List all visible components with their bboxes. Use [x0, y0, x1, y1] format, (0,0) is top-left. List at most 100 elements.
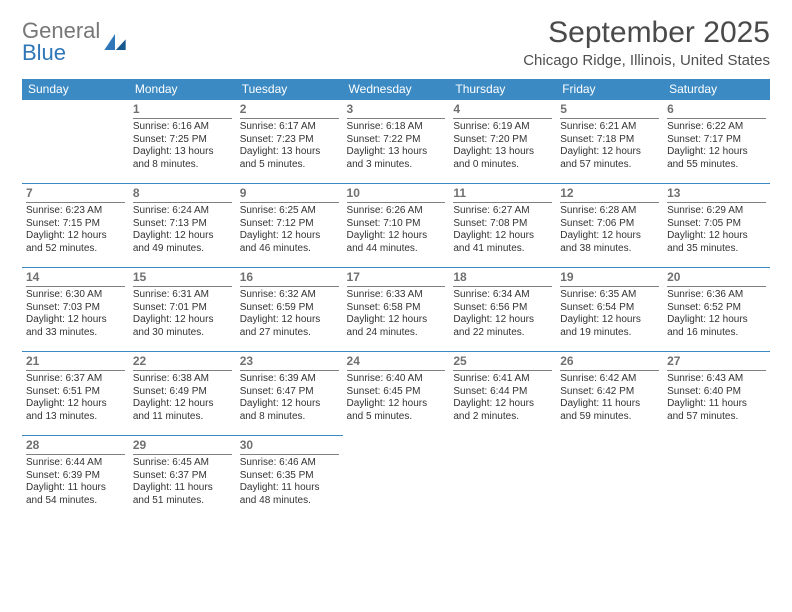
calendar-day-cell: 17 Sunrise: 6:33 AMSunset: 6:58 PMDayligh…: [343, 268, 450, 352]
day-details: Sunrise: 6:27 AMSunset: 7:08 PMDaylight:…: [453, 205, 552, 255]
day-header: Wednesday: [343, 79, 450, 100]
calendar-day-cell: 19 Sunrise: 6:35 AMSunset: 6:54 PMDayligh…: [556, 268, 663, 352]
calendar-week-row: 7 Sunrise: 6:23 AMSunset: 7:15 PMDaylight…: [22, 184, 770, 268]
calendar-week-row: 14Sunrise: 6:30 AMSunset: 7:03 PMDayligh…: [22, 268, 770, 352]
calendar-day-cell: 28Sunrise: 6:44 AMSunset: 6:39 PMDayligh…: [22, 436, 129, 520]
day-details: Sunrise: 6:42 AMSunset: 6:42 PMDaylight:…: [560, 373, 659, 423]
day-number: 5: [560, 102, 659, 119]
calendar-day-cell: 12 Sunrise: 6:28 AMSunset: 7:06 PMDayligh…: [556, 184, 663, 268]
day-number: 14: [26, 270, 125, 287]
day-details: Sunrise: 6:43 AMSunset: 6:40 PMDaylight:…: [667, 373, 766, 423]
day-details: Sunrise: 6:29 AMSunset: 7:05 PMDaylight:…: [667, 205, 766, 255]
day-details: Sunrise: 6:41 AMSunset: 6:44 PMDaylight:…: [453, 373, 552, 423]
day-details: Sunrise: 6:21 AMSunset: 7:18 PMDaylight:…: [560, 121, 659, 171]
day-number: 7: [26, 186, 125, 203]
day-number: 17: [347, 270, 446, 287]
day-number: 22: [133, 354, 232, 371]
calendar-day-cell: 6 Sunrise: 6:22 AMSunset: 7:17 PMDaylight…: [663, 100, 770, 184]
day-number: 12: [560, 186, 659, 203]
day-number: 25: [453, 354, 552, 371]
calendar-day-cell: 4 Sunrise: 6:19 AMSunset: 7:20 PMDaylight…: [449, 100, 556, 184]
calendar-day-cell: 27 Sunrise: 6:43 AMSunset: 6:40 PMDayligh…: [663, 352, 770, 436]
calendar-day-cell: 23 Sunrise: 6:39 AMSunset: 6:47 PMDayligh…: [236, 352, 343, 436]
day-details: Sunrise: 6:37 AMSunset: 6:51 PMDaylight:…: [26, 373, 125, 423]
day-details: Sunrise: 6:17 AMSunset: 7:23 PMDaylight:…: [240, 121, 339, 171]
day-number: 19: [560, 270, 659, 287]
day-details: Sunrise: 6:33 AMSunset: 6:58 PMDaylight:…: [347, 289, 446, 339]
day-number: 4: [453, 102, 552, 119]
day-header: Saturday: [663, 79, 770, 100]
day-details: Sunrise: 6:28 AMSunset: 7:06 PMDaylight:…: [560, 205, 659, 255]
day-details: Sunrise: 6:35 AMSunset: 6:54 PMDaylight:…: [560, 289, 659, 339]
day-number: 24: [347, 354, 446, 371]
day-details: Sunrise: 6:40 AMSunset: 6:45 PMDaylight:…: [347, 373, 446, 423]
day-header: Thursday: [449, 79, 556, 100]
calendar-day-cell: [449, 436, 556, 520]
brand-word2: Blue: [22, 40, 66, 65]
day-number: 11: [453, 186, 552, 203]
calendar-day-cell: 18 Sunrise: 6:34 AMSunset: 6:56 PMDayligh…: [449, 268, 556, 352]
day-header: Friday: [556, 79, 663, 100]
day-details: Sunrise: 6:45 AMSunset: 6:37 PMDaylight:…: [133, 457, 232, 507]
calendar-day-cell: 15 Sunrise: 6:31 AMSunset: 7:01 PMDayligh…: [129, 268, 236, 352]
brand-text: General Blue: [22, 20, 100, 64]
day-details: Sunrise: 6:19 AMSunset: 7:20 PMDaylight:…: [453, 121, 552, 171]
day-header: Sunday: [22, 79, 129, 100]
header: General Blue September 2025 Chicago Ridg…: [22, 16, 770, 69]
calendar-day-cell: 22 Sunrise: 6:38 AMSunset: 6:49 PMDayligh…: [129, 352, 236, 436]
day-number: 26: [560, 354, 659, 371]
day-details: Sunrise: 6:18 AMSunset: 7:22 PMDaylight:…: [347, 121, 446, 171]
calendar-week-row: 28Sunrise: 6:44 AMSunset: 6:39 PMDayligh…: [22, 436, 770, 520]
calendar-day-cell: 7 Sunrise: 6:23 AMSunset: 7:15 PMDaylight…: [22, 184, 129, 268]
day-number: 27: [667, 354, 766, 371]
calendar-day-cell: [556, 436, 663, 520]
day-details: Sunrise: 6:34 AMSunset: 6:56 PMDaylight:…: [453, 289, 552, 339]
day-details: Sunrise: 6:16 AMSunset: 7:25 PMDaylight:…: [133, 121, 232, 171]
day-details: Sunrise: 6:31 AMSunset: 7:01 PMDaylight:…: [133, 289, 232, 339]
day-number: 15: [133, 270, 232, 287]
day-details: Sunrise: 6:32 AMSunset: 6:59 PMDaylight:…: [240, 289, 339, 339]
day-details: Sunrise: 6:38 AMSunset: 6:49 PMDaylight:…: [133, 373, 232, 423]
calendar-day-cell: 14Sunrise: 6:30 AMSunset: 7:03 PMDayligh…: [22, 268, 129, 352]
calendar-day-cell: 5 Sunrise: 6:21 AMSunset: 7:18 PMDaylight…: [556, 100, 663, 184]
day-details: Sunrise: 6:24 AMSunset: 7:13 PMDaylight:…: [133, 205, 232, 255]
day-header-row: Sunday Monday Tuesday Wednesday Thursday…: [22, 79, 770, 100]
calendar-day-cell: 24 Sunrise: 6:40 AMSunset: 6:45 PMDayligh…: [343, 352, 450, 436]
day-number: 21: [26, 354, 125, 371]
calendar-day-cell: [663, 436, 770, 520]
day-details: Sunrise: 6:25 AMSunset: 7:12 PMDaylight:…: [240, 205, 339, 255]
calendar-day-cell: 9Sunrise: 6:25 AMSunset: 7:12 PMDaylight…: [236, 184, 343, 268]
day-number: 6: [667, 102, 766, 119]
calendar-day-cell: [343, 436, 450, 520]
calendar-week-row: 21 Sunrise: 6:37 AMSunset: 6:51 PMDayligh…: [22, 352, 770, 436]
calendar-day-cell: [22, 100, 129, 184]
day-details: Sunrise: 6:46 AMSunset: 6:35 PMDaylight:…: [240, 457, 339, 507]
location: Chicago Ridge, Illinois, United States: [523, 52, 770, 69]
calendar-day-cell: 2 Sunrise: 6:17 AMSunset: 7:23 PMDaylight…: [236, 100, 343, 184]
brand-logo: General Blue: [22, 20, 126, 64]
day-header: Monday: [129, 79, 236, 100]
calendar-day-cell: 11 Sunrise: 6:27 AMSunset: 7:08 PMDayligh…: [449, 184, 556, 268]
calendar-day-cell: 26 Sunrise: 6:42 AMSunset: 6:42 PMDayligh…: [556, 352, 663, 436]
day-number: 29: [133, 438, 232, 455]
day-details: Sunrise: 6:36 AMSunset: 6:52 PMDaylight:…: [667, 289, 766, 339]
day-number: 28: [26, 438, 125, 455]
logo-sail-icon: [104, 34, 126, 50]
calendar-day-cell: 16Sunrise: 6:32 AMSunset: 6:59 PMDayligh…: [236, 268, 343, 352]
calendar-day-cell: 10Sunrise: 6:26 AMSunset: 7:10 PMDayligh…: [343, 184, 450, 268]
calendar-day-cell: 25 Sunrise: 6:41 AMSunset: 6:44 PMDayligh…: [449, 352, 556, 436]
calendar-table: Sunday Monday Tuesday Wednesday Thursday…: [22, 79, 770, 520]
calendar-day-cell: 29 Sunrise: 6:45 AMSunset: 6:37 PMDayligh…: [129, 436, 236, 520]
day-details: Sunrise: 6:22 AMSunset: 7:17 PMDaylight:…: [667, 121, 766, 171]
calendar-week-row: 1Sunrise: 6:16 AMSunset: 7:25 PMDaylight…: [22, 100, 770, 184]
calendar-day-cell: 21 Sunrise: 6:37 AMSunset: 6:51 PMDayligh…: [22, 352, 129, 436]
day-details: Sunrise: 6:39 AMSunset: 6:47 PMDaylight:…: [240, 373, 339, 423]
calendar-day-cell: 1Sunrise: 6:16 AMSunset: 7:25 PMDaylight…: [129, 100, 236, 184]
day-number: 20: [667, 270, 766, 287]
day-number: 18: [453, 270, 552, 287]
day-number: 2: [240, 102, 339, 119]
day-number: 23: [240, 354, 339, 371]
day-details: Sunrise: 6:23 AMSunset: 7:15 PMDaylight:…: [26, 205, 125, 255]
day-number: 30: [240, 438, 339, 455]
calendar-day-cell: 8Sunrise: 6:24 AMSunset: 7:13 PMDaylight…: [129, 184, 236, 268]
